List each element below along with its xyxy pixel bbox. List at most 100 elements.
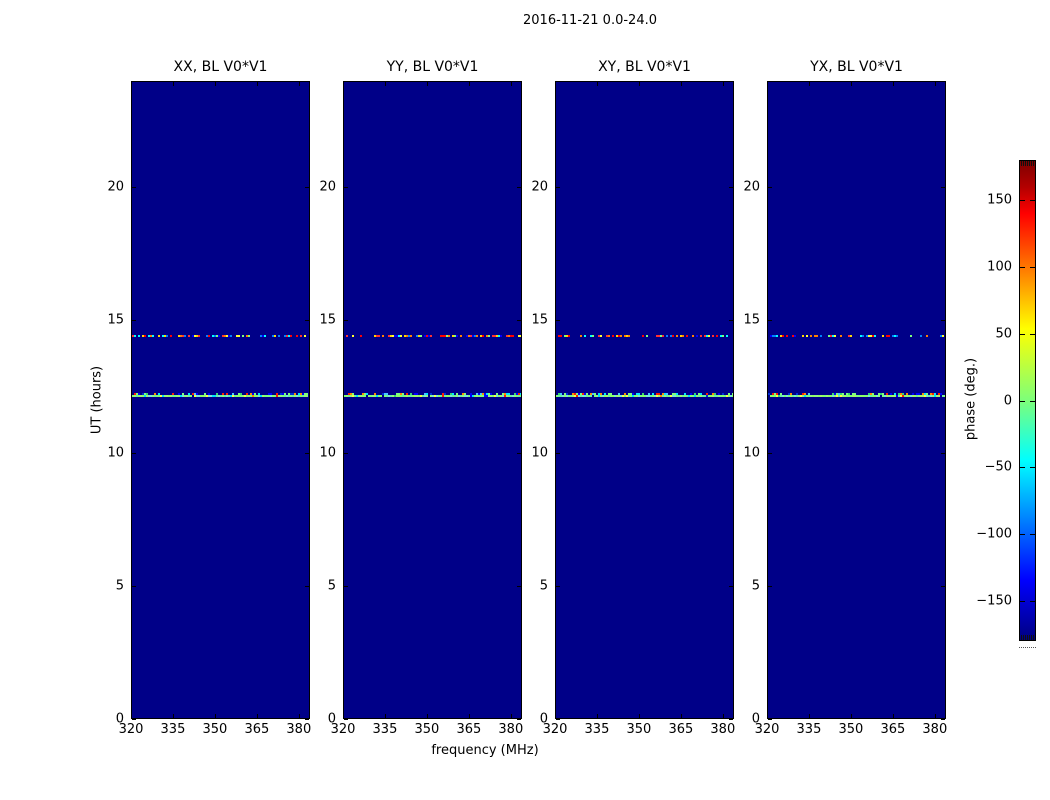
y-tick-label: 20: [319, 179, 336, 195]
colorbar-tick-mark: [1030, 200, 1035, 202]
y-tick-mark: [517, 586, 521, 588]
y-tick-label: 20: [531, 179, 548, 195]
x-tick-mark: [892, 82, 894, 86]
panel-title: XY, BL V0*V1: [598, 59, 691, 75]
x-tick-mark: [384, 82, 386, 86]
x-tick-label: 335: [584, 722, 610, 737]
y-tick-mark: [517, 453, 521, 455]
y-tick-mark: [941, 320, 945, 322]
y-tick-label: 15: [107, 312, 124, 328]
colorbar-end-hatch: [1033, 635, 1034, 640]
y-tick-label: 0: [751, 711, 760, 727]
x-axis-label: frequency (MHz): [431, 743, 539, 758]
x-tick-mark: [850, 82, 852, 86]
colorbar-end-hatch: [1029, 635, 1030, 640]
colorbar-tick-mark: [1030, 266, 1035, 268]
y-axis-label: UT (hours): [89, 365, 105, 435]
x-tick-mark: [892, 714, 894, 718]
x-tick-mark: [680, 82, 682, 86]
colorbar: [1019, 160, 1036, 641]
x-tick-label: 365: [456, 722, 482, 737]
y-tick-mark: [941, 187, 945, 189]
x-tick-mark: [596, 82, 598, 86]
x-tick-label: 350: [626, 722, 652, 737]
x-tick-mark: [256, 714, 258, 718]
x-tick-mark: [596, 714, 598, 718]
y-tick-mark: [556, 586, 560, 588]
feature-solid-row: [556, 394, 733, 398]
y-tick-label: 10: [743, 445, 760, 461]
panel-title: YX, BL V0*V1: [810, 59, 903, 75]
x-tick-label: 320: [330, 722, 356, 737]
colorbar-tick-mark: [1020, 266, 1025, 268]
colorbar-tick-mark: [1030, 400, 1035, 402]
y-tick-mark: [556, 320, 560, 322]
heatmap-panel: [767, 81, 946, 719]
y-tick-mark: [517, 719, 521, 720]
y-tick-label: 5: [327, 578, 336, 594]
y-tick-label: 10: [531, 445, 548, 461]
colorbar-tick-mark: [1030, 467, 1035, 469]
x-tick-label: 335: [160, 722, 186, 737]
colorbar-tick-mark: [1030, 333, 1035, 335]
y-tick-mark: [729, 719, 733, 720]
x-tick-label: 380: [922, 722, 948, 737]
y-tick-label: 20: [743, 179, 760, 195]
y-tick-mark: [132, 586, 136, 588]
x-tick-mark: [510, 82, 512, 86]
y-tick-mark: [305, 586, 309, 588]
colorbar-end-hatch: [1029, 161, 1030, 166]
x-tick-mark: [638, 714, 640, 718]
feature-speckle-row: [344, 393, 521, 395]
x-tick-mark: [555, 82, 556, 86]
colorbar-end-hatch: [1025, 161, 1026, 166]
colorbar-end-hatch: [1031, 161, 1032, 166]
colorbar-tick-label: 0: [1003, 393, 1012, 408]
x-tick-mark: [808, 82, 810, 86]
y-tick-mark: [305, 719, 309, 720]
y-tick-mark: [305, 187, 309, 189]
x-tick-mark: [172, 82, 174, 86]
x-tick-label: 380: [710, 722, 736, 737]
colorbar-tick-mark: [1020, 400, 1025, 402]
y-tick-mark: [768, 187, 772, 189]
y-tick-mark: [344, 586, 348, 588]
y-tick-label: 5: [115, 578, 124, 594]
feature-dotted-row: [132, 334, 309, 337]
feature-solid-row: [132, 394, 309, 398]
colorbar-tick-label: 100: [987, 259, 1012, 275]
heatmap-panel: [131, 81, 310, 719]
y-tick-label: 15: [319, 312, 336, 328]
colorbar-end-hatch: [1031, 635, 1032, 640]
colorbar-gradient: [1020, 161, 1035, 640]
x-tick-mark: [343, 82, 344, 86]
colorbar-tick-mark: [1020, 467, 1025, 469]
y-tick-mark: [941, 453, 945, 455]
x-tick-mark: [850, 714, 852, 718]
y-tick-mark: [729, 453, 733, 455]
y-tick-mark: [556, 187, 560, 189]
y-tick-mark: [768, 719, 772, 720]
x-tick-mark: [298, 714, 300, 718]
y-tick-label: 0: [327, 711, 336, 727]
y-tick-mark: [768, 320, 772, 322]
y-tick-mark: [729, 586, 733, 588]
y-tick-mark: [941, 586, 945, 588]
y-tick-mark: [132, 453, 136, 455]
y-tick-label: 15: [531, 312, 548, 328]
x-tick-mark: [256, 82, 258, 86]
x-tick-label: 320: [118, 722, 144, 737]
colorbar-tick-mark: [1030, 600, 1035, 602]
colorbar-end-hatch: [1027, 635, 1028, 640]
x-tick-label: 320: [542, 722, 568, 737]
colorbar-end-hatch: [1023, 161, 1024, 166]
panel-title: YY, BL V0*V1: [386, 59, 479, 75]
colorbar-tick-label: −50: [984, 459, 1012, 475]
colorbar-tick-mark: [1020, 534, 1025, 536]
x-tick-label: 365: [668, 722, 694, 737]
feature-speckle-row: [556, 393, 733, 395]
y-tick-mark: [729, 320, 733, 322]
colorbar-under-dots: [1019, 647, 1036, 648]
x-tick-mark: [426, 82, 428, 86]
x-tick-label: 350: [838, 722, 864, 737]
